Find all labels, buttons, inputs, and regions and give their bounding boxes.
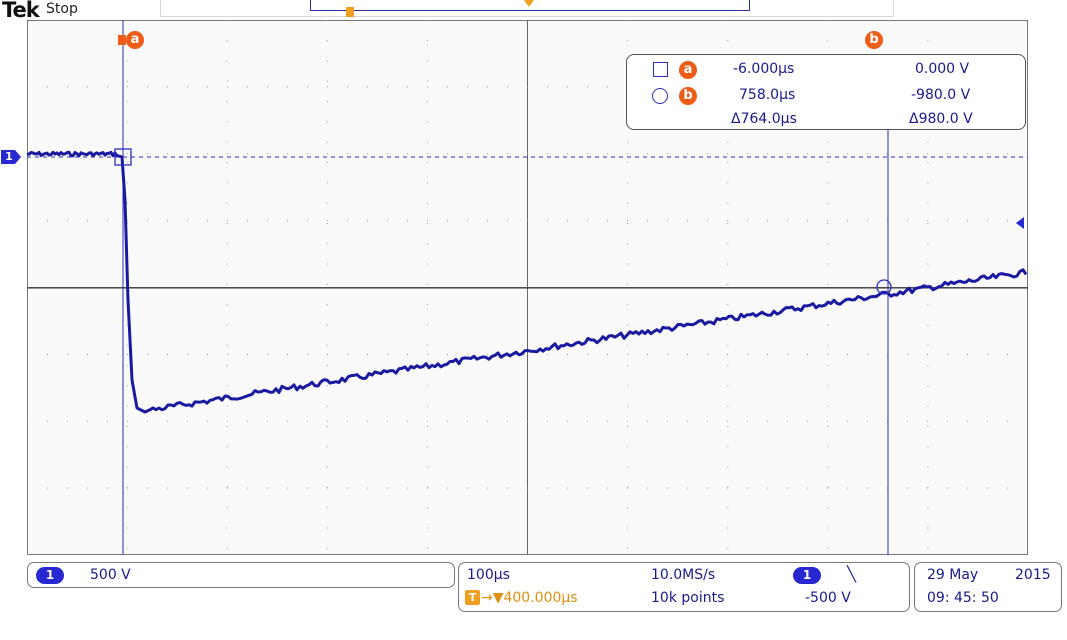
channel-1-scale: 500 V xyxy=(90,567,131,583)
date-day: 29 May xyxy=(927,567,979,583)
circle-cursor-icon xyxy=(652,88,668,104)
trigger-position: →▼400.000µs xyxy=(481,590,578,606)
cursor-a-volts: 0.000 V xyxy=(915,61,970,77)
readout-b-label: b xyxy=(679,87,697,105)
cursor-readout: a -6.000µs 0.000 V b 758.0µs -980.0 V Δ7… xyxy=(626,54,1026,130)
trigger-source-chip: 1 xyxy=(793,567,821,584)
cursor-b-point-icon xyxy=(876,279,892,295)
channel-1-readout[interactable]: 1 500 V xyxy=(27,562,455,588)
date-time-readout: 29 May 2015 09: 45: 50 xyxy=(914,562,1062,612)
trigger-level-icon xyxy=(1016,217,1024,229)
channel-1-trace xyxy=(26,150,1028,414)
horizontal-trigger-readout[interactable]: 100µs 10.0MS/s 1 ╲ T →▼400.000µs 10k poi… xyxy=(458,562,910,612)
expansion-point-icon xyxy=(524,0,534,7)
channel-1-chip: 1 xyxy=(36,567,64,584)
trigger-slope-icon: ╲ xyxy=(847,565,857,583)
readout-a-label: a xyxy=(679,61,697,79)
cursor-a-time: -6.000µs xyxy=(733,61,795,77)
time-per-div: 100µs xyxy=(467,567,510,583)
cursor-a-handle-icon[interactable] xyxy=(118,35,126,45)
cursor-b-volts: -980.0 V xyxy=(911,87,971,103)
channel-1-marker-icon xyxy=(1,150,21,164)
date-year: 2015 xyxy=(1015,567,1051,583)
trigger-position-icon: T xyxy=(465,590,480,605)
delta-volts: Δ980.0 V xyxy=(909,111,973,127)
sample-rate: 10.0MS/s xyxy=(651,567,716,583)
top-bar: Tek Stop xyxy=(0,0,1067,22)
record-length: 10k points xyxy=(651,590,725,606)
delta-time: Δ764.0µs xyxy=(731,111,797,127)
cursor-b-label[interactable]: b xyxy=(865,31,883,49)
clock-time: 09: 45: 50 xyxy=(927,590,999,606)
trigger-position-marker xyxy=(346,7,354,17)
channel-1-marker-label: 1 xyxy=(5,150,13,163)
cursor-b-time: 758.0µs xyxy=(739,87,796,103)
square-cursor-icon xyxy=(653,62,668,77)
cursor-a-label[interactable]: a xyxy=(126,31,144,49)
trigger-level: -500 V xyxy=(805,590,851,606)
run-state: Stop xyxy=(46,1,78,17)
brand-logo: Tek xyxy=(2,0,40,22)
cursor-a-point-icon xyxy=(114,148,132,166)
